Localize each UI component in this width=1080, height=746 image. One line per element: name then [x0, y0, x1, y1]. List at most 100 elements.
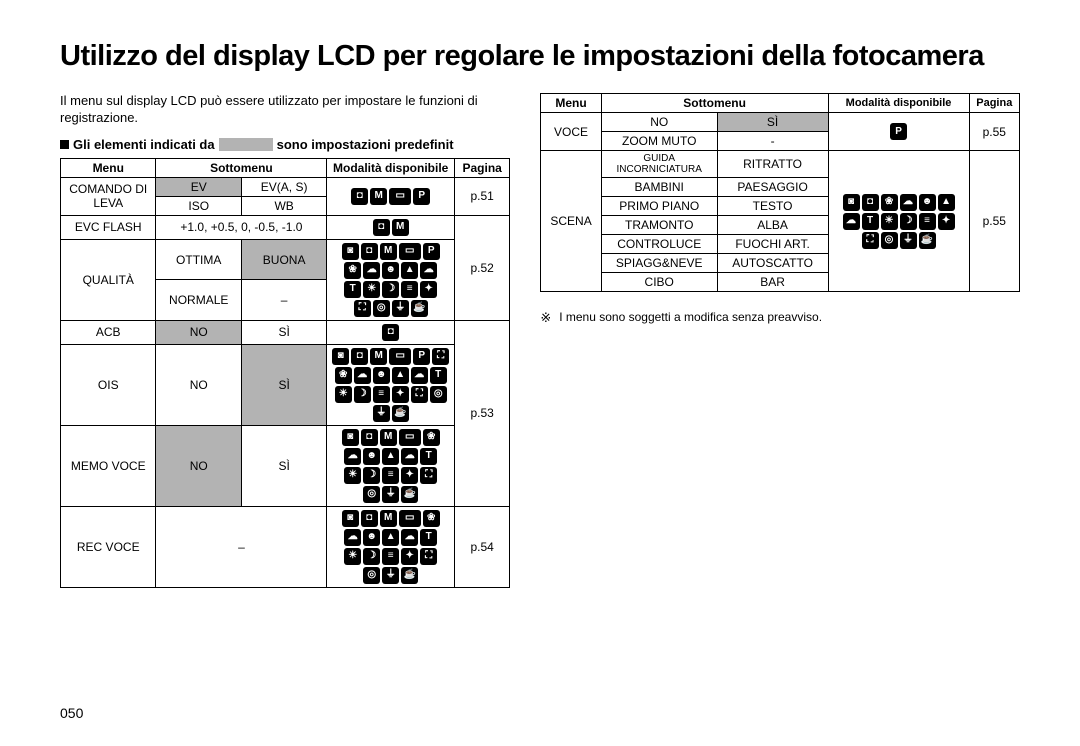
page-cell: p.53 — [455, 320, 510, 506]
sub-cell: - — [717, 132, 828, 151]
mode-icon: ▲ — [382, 529, 399, 546]
mode-icon: ✦ — [938, 213, 955, 230]
sub-cell: OTTIMA — [156, 239, 241, 280]
sub-cell: ISO — [156, 196, 241, 215]
mode-icon: T — [420, 529, 437, 546]
sub-cell: BAR — [717, 273, 828, 292]
mode-icon: T — [862, 213, 879, 230]
sub-cell: NORMALE — [156, 280, 241, 321]
header-menu: Menu — [61, 158, 156, 177]
mode-icon: ☁ — [401, 448, 418, 465]
mode-icon: ☕ — [401, 486, 418, 503]
mode-icon: ☀ — [363, 281, 380, 298]
page-cell: p.54 — [455, 506, 510, 587]
mode-icon: ☁ — [411, 367, 428, 384]
sub-cell: NO — [156, 344, 241, 425]
mode-cell: ◙◘M▭P⛶ ❀☁☻▲☁T ☀☽≡✦⛶ ◎⏚☕ — [327, 344, 455, 425]
mode-icon: P — [413, 188, 430, 205]
menu-cell: OIS — [61, 344, 156, 425]
mode-icon: ☕ — [392, 405, 409, 422]
header-page: Pagina — [455, 158, 510, 177]
menu-cell: VOCE — [541, 113, 601, 151]
header-menu: Menu — [541, 94, 601, 113]
mode-icon: ◎ — [363, 567, 380, 584]
mode-icon: ◘ — [862, 194, 879, 211]
mode-icon: ◙ — [342, 243, 359, 260]
sub-cell: ZOOM MUTO — [601, 132, 717, 151]
mode-icon: ≡ — [382, 548, 399, 565]
mode-icon: ≡ — [382, 467, 399, 484]
mode-icon: ☁ — [344, 448, 361, 465]
mode-icon: ▲ — [382, 448, 399, 465]
asterisk-icon: ※ — [540, 310, 551, 326]
mode-icon: P — [890, 123, 907, 140]
mode-icon: ◙ — [332, 348, 349, 365]
mode-icon: ⛶ — [411, 386, 428, 403]
mode-icon: ◘ — [351, 188, 368, 205]
mode-icon: ≡ — [401, 281, 418, 298]
page-cell: p.51 — [455, 177, 510, 215]
mode-icon: ▲ — [401, 262, 418, 279]
mode-icon: ▭ — [389, 188, 411, 205]
mode-icon: ❀ — [881, 194, 898, 211]
mode-icon: M — [370, 348, 387, 365]
sub-cell: SPIAGG&NEVE — [601, 254, 717, 273]
sub-cell: EV — [156, 177, 241, 196]
mode-icon: ☽ — [382, 281, 399, 298]
mode-icon: ▭ — [399, 510, 421, 527]
table-header-row: Menu Sottomenu Modalità disponibile Pagi… — [541, 94, 1020, 113]
sub-cell: SÌ — [717, 113, 828, 132]
sub-cell: SÌ — [241, 344, 326, 425]
footnote-text: I menu sono soggetti a modifica senza pr… — [559, 310, 822, 326]
mode-icon: ⛶ — [420, 548, 437, 565]
header-sub: Sottomenu — [601, 94, 828, 113]
mode-icon: ☀ — [344, 467, 361, 484]
menu-cell: COMANDO DI LEVA — [61, 177, 156, 215]
mode-icon: ☻ — [363, 529, 380, 546]
table-row: SCENA GUIDA INCORNICIATURA RITRATTO ◙◘❀☁… — [541, 151, 1020, 178]
mode-icon: ⏚ — [382, 486, 399, 503]
sub-cell: PRIMO PIANO — [601, 197, 717, 216]
page-number: 050 — [60, 705, 83, 721]
sub-cell: RITRATTO — [717, 151, 828, 178]
table-row: COMANDO DI LEVA EV EV(A, S) ◘M▭P p.51 — [61, 177, 510, 196]
mode-icon: ▲ — [938, 194, 955, 211]
mode-cell: ◙◘❀☁☻▲☁ T☀☽≡✦⛶ ◎⏚☕ — [828, 151, 969, 292]
mode-icon: ◘ — [373, 219, 390, 236]
mode-icon: ❀ — [423, 510, 440, 527]
mode-icon: ☻ — [382, 262, 399, 279]
mode-icon: T — [420, 448, 437, 465]
mode-icon: ▭ — [399, 429, 421, 446]
mode-icon: ✦ — [420, 281, 437, 298]
mode-icon: ≡ — [373, 386, 390, 403]
mode-icon: ❀ — [344, 262, 361, 279]
mode-icon: P — [423, 243, 440, 260]
mode-icon: ⛶ — [420, 467, 437, 484]
intro-text: Il menu sul display LCD può essere utili… — [60, 93, 510, 127]
mode-icon: ◘ — [361, 429, 378, 446]
mode-icon: ⛶ — [432, 348, 449, 365]
legend: Gli elementi indicati da sono impostazio… — [60, 137, 510, 152]
mode-icon: ☁ — [420, 262, 437, 279]
mode-icon: ▭ — [389, 348, 411, 365]
page-cell: p.55 — [969, 113, 1019, 151]
mode-icon: ☕ — [919, 232, 936, 249]
mode-icon: ▭ — [399, 243, 421, 260]
sub-cell: CONTROLUCE — [601, 235, 717, 254]
mode-icon: ☻ — [919, 194, 936, 211]
mode-cell: ◘ — [327, 320, 455, 344]
mode-icon: ⛶ — [354, 300, 371, 317]
sub-cell: SÌ — [241, 320, 326, 344]
content-columns: Il menu sul display LCD può essere utili… — [60, 93, 1020, 588]
header-sub: Sottomenu — [156, 158, 327, 177]
mode-icon: ☁ — [843, 213, 860, 230]
mode-icon: T — [430, 367, 447, 384]
mode-icon: ✦ — [401, 467, 418, 484]
mode-icon: ☕ — [411, 300, 428, 317]
left-menu-table: Menu Sottomenu Modalità disponibile Pagi… — [60, 158, 510, 588]
mode-icon: T — [344, 281, 361, 298]
mode-icon: M — [380, 510, 397, 527]
legend-post: sono impostazioni predefinit — [277, 137, 454, 152]
table-row: VOCE NO SÌ P p.55 — [541, 113, 1020, 132]
page-cell: p.55 — [969, 151, 1019, 292]
